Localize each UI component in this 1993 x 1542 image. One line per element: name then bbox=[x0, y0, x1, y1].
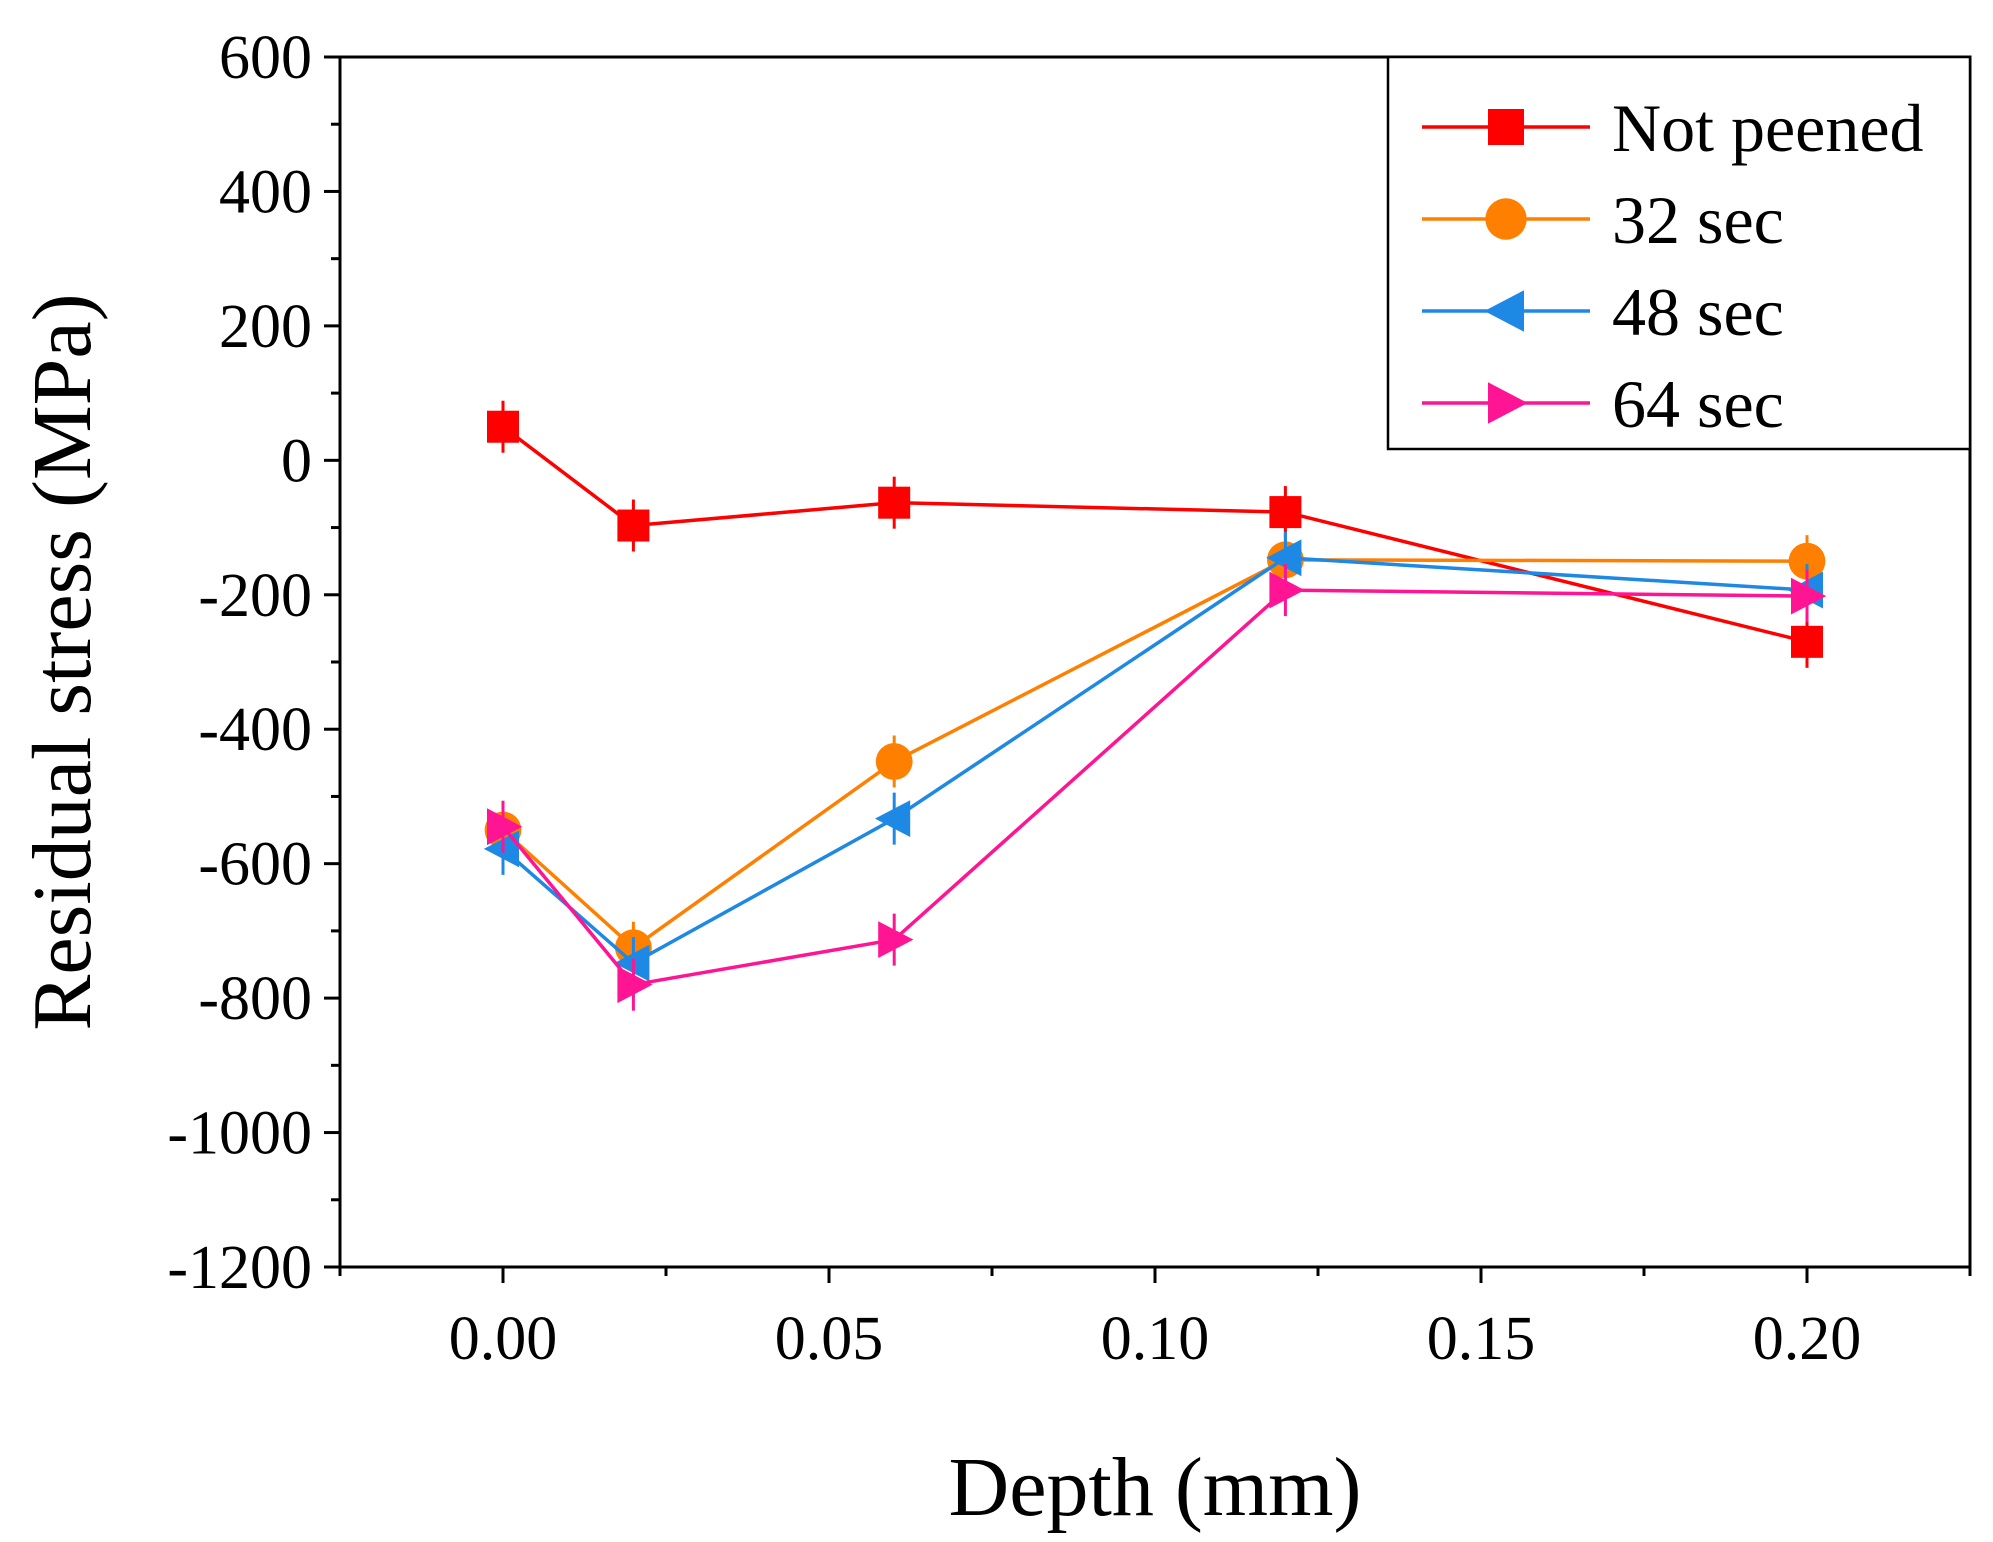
legend-label: 48 sec bbox=[1612, 274, 1784, 350]
x-tick-label: 0.00 bbox=[449, 1305, 558, 1373]
data-point bbox=[617, 966, 653, 1004]
data-point bbox=[875, 743, 913, 780]
series-64-sec bbox=[487, 564, 1827, 1011]
y-tick-label: -1000 bbox=[167, 1100, 312, 1168]
y-tick-label: 400 bbox=[219, 158, 312, 226]
y-axis-title: Residual stress (MPa) bbox=[16, 293, 109, 1030]
legend-item: 64 sec bbox=[1422, 366, 1784, 442]
data-point bbox=[1788, 542, 1826, 580]
data-point bbox=[1269, 496, 1302, 529]
legend-item: Not peened bbox=[1422, 90, 1924, 166]
data-point bbox=[487, 808, 523, 846]
y-tick-label: 200 bbox=[219, 293, 312, 361]
x-axis-title: Depth (mm) bbox=[949, 1441, 1362, 1534]
x-tick-label: 0.10 bbox=[1101, 1305, 1210, 1373]
data-point bbox=[1266, 539, 1302, 577]
series-48-sec bbox=[483, 531, 1823, 990]
x-tick-label: 0.20 bbox=[1753, 1305, 1862, 1373]
legend: Not peened 32 sec 48 sec 64 sec bbox=[1386, 55, 1972, 451]
legend-label: Not peened bbox=[1612, 90, 1924, 166]
axis-ticks: 600 400 200 0 -200 -400 -600 -800 -1000 -1200 0.00… bbox=[167, 24, 1972, 1373]
y-tick-label: -200 bbox=[198, 562, 312, 630]
legend-marker bbox=[1488, 382, 1528, 424]
y-tick-label: -400 bbox=[198, 696, 312, 764]
data-point bbox=[483, 830, 519, 868]
data-point bbox=[617, 509, 650, 542]
series-line bbox=[501, 425, 1808, 644]
data-point bbox=[487, 410, 519, 443]
legend-item: 32 sec bbox=[1422, 182, 1784, 258]
x-tick-label: 0.05 bbox=[775, 1305, 884, 1373]
y-tick-label: 600 bbox=[219, 24, 312, 92]
data-point bbox=[878, 921, 914, 959]
series-32-sec bbox=[484, 533, 1826, 974]
series-line bbox=[501, 558, 1808, 950]
data-point bbox=[878, 486, 911, 519]
y-tick-label: -1200 bbox=[167, 1234, 312, 1302]
legend-item: 48 sec bbox=[1422, 274, 1784, 350]
y-tick-label: 0 bbox=[281, 427, 312, 495]
legend-box bbox=[1386, 55, 1972, 451]
y-tick-label: -800 bbox=[198, 965, 312, 1033]
data-point bbox=[1791, 625, 1823, 658]
x-tick-label: 0.15 bbox=[1427, 1305, 1536, 1373]
series-layer bbox=[483, 400, 1827, 1011]
data-point bbox=[1791, 577, 1827, 615]
data-point bbox=[875, 800, 911, 838]
data-point bbox=[614, 944, 650, 982]
legend-marker bbox=[1488, 109, 1524, 145]
y-tick-label: -600 bbox=[198, 831, 312, 899]
legend-marker bbox=[1485, 198, 1527, 240]
series-not-peened bbox=[487, 400, 1823, 668]
legend-label: 32 sec bbox=[1612, 182, 1784, 258]
legend-marker bbox=[1484, 290, 1524, 332]
data-point bbox=[1269, 571, 1305, 609]
legend-label: 64 sec bbox=[1612, 366, 1784, 442]
